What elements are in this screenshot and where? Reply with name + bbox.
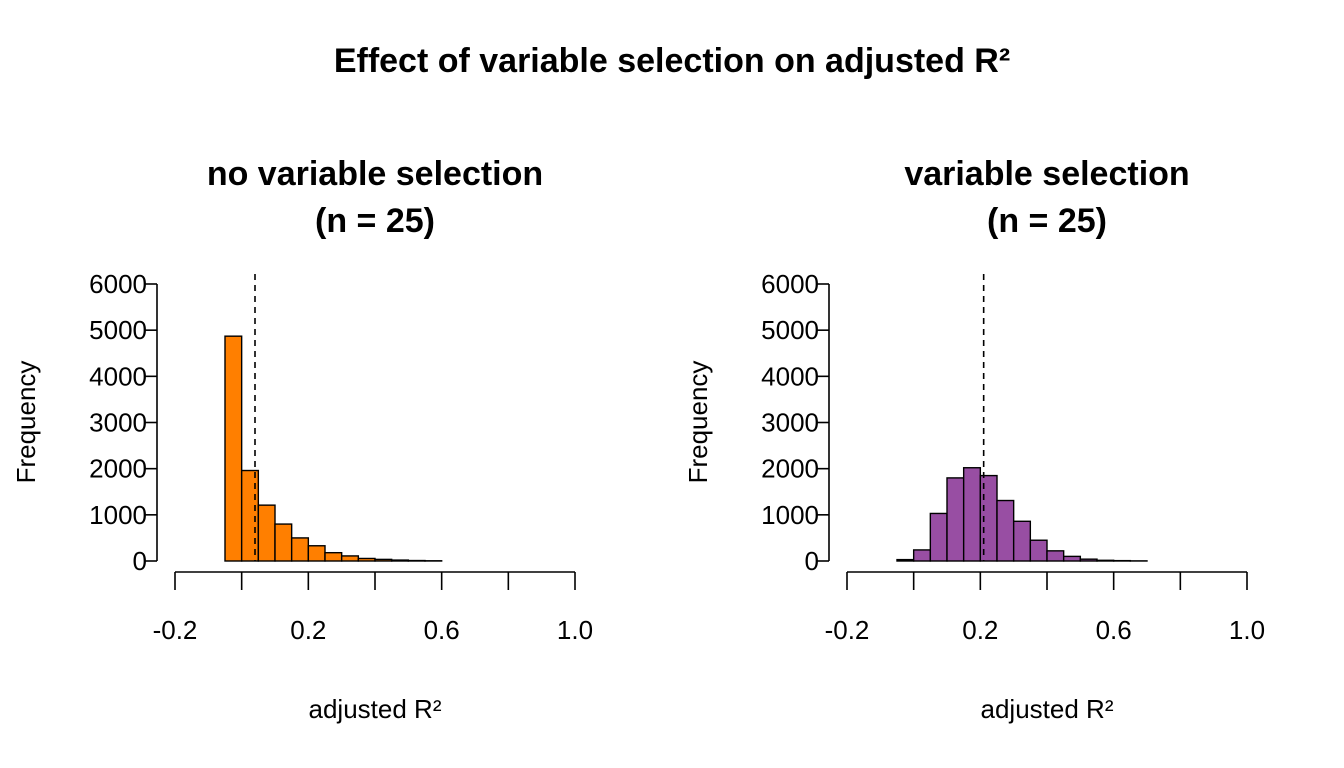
panel-subtitle-line1: variable selection <box>904 155 1189 193</box>
histogram-bar <box>224 335 243 562</box>
figure-title: Effect of variable selection on adjusted… <box>334 42 1010 80</box>
panel-2: variable selection (n = 25) 0 1000 2000 3000 4… <box>683 155 1265 724</box>
y-tick-label: 0 <box>805 546 819 576</box>
histogram-bar <box>357 557 376 562</box>
histogram-bar <box>1029 539 1048 562</box>
y-tick-label: 6000 <box>89 269 147 299</box>
y-tick-label: 4000 <box>89 361 147 391</box>
panel-1: no variable selection (n = 25) 0 1000 2000 30… <box>11 155 593 724</box>
histogram-bar <box>962 467 982 562</box>
y-tick-label: 5000 <box>89 315 147 345</box>
y-tick-label: 3000 <box>89 408 147 438</box>
y-tick-label: 1000 <box>761 500 819 530</box>
histogram-bar <box>1079 558 1098 562</box>
y-tick-label: 2000 <box>89 454 147 484</box>
histogram-bar <box>946 477 965 562</box>
y-tick-label: 3000 <box>761 408 819 438</box>
x-axis: -0.2 0.2 0.6 1.0 adjusted R² <box>153 571 593 724</box>
y-tick-label: 4000 <box>761 361 819 391</box>
histogram-bar <box>257 504 276 562</box>
y-axis-label: Frequency <box>11 361 41 484</box>
x-tick-label: 0.6 <box>424 615 460 645</box>
panels: no variable selection (n = 25) 0 1000 2000 30… <box>11 155 1265 724</box>
histogram-bar <box>1012 520 1032 562</box>
panel-subtitle-line2: (n = 25) <box>315 202 435 240</box>
x-axis: -0.2 0.2 0.6 1.0 adjusted R² <box>825 571 1265 724</box>
histogram-bars <box>896 467 1148 562</box>
y-tick-label: 6000 <box>761 269 819 299</box>
histogram-bars <box>224 335 443 562</box>
y-axis: 0 1000 2000 3000 4000 5000 6000 Frequency <box>683 269 830 576</box>
y-axis-label: Frequency <box>683 361 713 484</box>
histogram-bar <box>1096 559 1115 562</box>
x-axis-label: adjusted R² <box>309 694 442 724</box>
panel-subtitle-line2: (n = 25) <box>987 202 1107 240</box>
y-tick-label: 5000 <box>761 315 819 345</box>
histogram-bar <box>979 474 998 562</box>
histogram-bar <box>307 545 326 562</box>
histogram-bar <box>1062 555 1082 562</box>
histogram-bar <box>996 499 1015 562</box>
histogram-bar <box>912 549 932 562</box>
x-tick-label: 0.6 <box>1096 615 1132 645</box>
histogram-bar <box>274 523 293 562</box>
histogram-bar <box>374 558 393 562</box>
histogram-bar <box>390 559 410 562</box>
histogram-bar <box>340 555 360 562</box>
y-tick-label: 0 <box>133 546 147 576</box>
x-tick-label: 1.0 <box>557 615 593 645</box>
histogram-bar <box>929 512 948 562</box>
y-axis: 0 1000 2000 3000 4000 5000 6000 Frequency <box>11 269 158 576</box>
x-tick-label: 1.0 <box>1229 615 1265 645</box>
panel-subtitle-line1: no variable selection <box>207 155 543 193</box>
histogram-bar <box>896 558 915 562</box>
histogram-bar <box>290 537 310 562</box>
x-tick-label: -0.2 <box>825 615 870 645</box>
histogram-bar <box>324 551 343 562</box>
x-tick-label: 0.2 <box>290 615 326 645</box>
x-tick-label: 0.2 <box>962 615 998 645</box>
y-tick-label: 2000 <box>761 454 819 484</box>
x-tick-label: -0.2 <box>153 615 198 645</box>
histogram-bar <box>240 469 260 562</box>
histogram-bar <box>1046 550 1065 562</box>
x-axis-label: adjusted R² <box>981 694 1114 724</box>
y-tick-label: 1000 <box>89 500 147 530</box>
